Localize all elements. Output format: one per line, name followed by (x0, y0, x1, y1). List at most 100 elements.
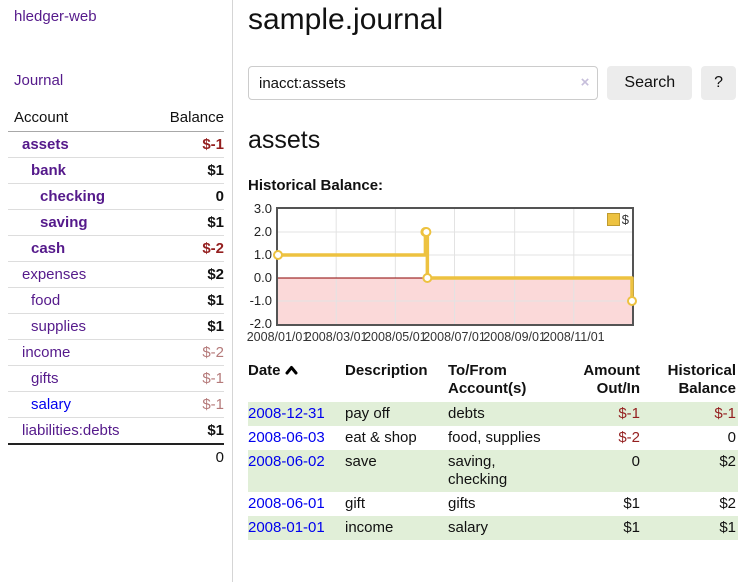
account-link-checking[interactable]: checking (40, 188, 106, 205)
sidebar-item-journal[interactable]: Journal (14, 72, 64, 89)
account-row: expenses $2 (8, 262, 224, 288)
clear-search-icon[interactable]: × (580, 74, 590, 91)
account-link-bank[interactable]: bank (31, 162, 67, 179)
sort-ascending-icon (285, 366, 298, 375)
accounts-total-row: 0 (8, 443, 224, 470)
transaction-date-link[interactable]: 2008-06-01 (248, 495, 325, 512)
transaction-accounts: debts (448, 405, 485, 422)
chart-plot[interactable]: $ (273, 207, 637, 326)
accounts-table: Account Balance assets $-1 bank $1 checking 0… (8, 105, 224, 470)
account-balance: $-2 (202, 344, 224, 361)
transaction-amount: $-1 (618, 405, 640, 422)
transaction-amount: $1 (623, 495, 640, 512)
account-row: salary $-1 (8, 392, 224, 418)
account-row: income $-2 (8, 340, 224, 366)
transaction-date-link[interactable]: 2008-06-02 (248, 453, 325, 470)
register-row: 2008-06-03 eat & shop food, supplies $-2 0 (248, 426, 738, 450)
search-button[interactable]: Search (607, 66, 693, 100)
account-heading: assets (248, 126, 321, 154)
account-link-income[interactable]: income (22, 344, 71, 361)
account-link-expenses[interactable]: expenses (22, 266, 87, 283)
register-header-accounts: To/From Account(s) (448, 362, 527, 397)
account-balance: $1 (207, 292, 224, 309)
account-row: checking 0 (8, 184, 224, 210)
account-row: saving $1 (8, 210, 224, 236)
transaction-date-link[interactable]: 2008-12-31 (248, 405, 325, 422)
app-brand-link[interactable]: hledger-web (14, 8, 97, 25)
account-link-supplies[interactable]: supplies (31, 318, 87, 335)
y-axis-tick-label: 0.0 (253, 270, 272, 285)
transaction-date: 2008-01-01 (248, 516, 345, 540)
help-button[interactable]: ? (701, 66, 736, 100)
account-balance: $1 (207, 214, 224, 231)
register-row: 2008-01-01 income salary $1 $1 (248, 516, 738, 540)
transaction-balance: $2 (719, 495, 736, 512)
x-axis-tick-label: 2008/01/01 (246, 330, 310, 344)
transaction-date: 2008-06-03 (248, 426, 345, 450)
chart-canvas (273, 209, 637, 324)
transaction-description: eat & shop (345, 429, 417, 446)
transaction-description: gift (345, 495, 366, 512)
account-row: cash $-2 (8, 236, 224, 262)
transaction-accounts: gifts (448, 495, 476, 512)
search-form: × Search ? (248, 66, 736, 100)
account-link-cash[interactable]: cash (31, 240, 66, 257)
transaction-balance: $2 (719, 453, 736, 470)
y-axis-tick-label: 2.0 (253, 224, 272, 239)
transaction-accounts: food, supplies (448, 429, 541, 446)
transaction-balance: 0 (727, 429, 736, 446)
page-title: sample.journal (248, 3, 444, 36)
transaction-description: pay off (345, 405, 390, 422)
transaction-date: 2008-06-01 (248, 492, 345, 516)
transaction-description: income (345, 519, 394, 536)
account-row: gifts $-1 (8, 366, 224, 392)
sidebar: hledger-web Journal Account Balance asse… (0, 0, 233, 582)
accounts-header-row: Account Balance (8, 105, 224, 132)
account-link-salary[interactable]: salary (31, 396, 72, 413)
account-link-food[interactable]: food (31, 292, 61, 309)
search-box: × (248, 66, 599, 100)
account-balance: $-1 (202, 396, 224, 413)
account-row: supplies $1 (8, 314, 224, 340)
account-row: assets $-1 (8, 132, 224, 158)
account-balance: $-1 (202, 370, 224, 387)
search-input[interactable] (248, 66, 599, 100)
register-table: Date Description To/From Account(s) Amou… (248, 359, 738, 540)
x-axis-tick-label: 2008/05/01 (364, 330, 427, 344)
register-header-date[interactable]: Date (248, 359, 345, 402)
x-axis-tick-label: 2008/03/01 (304, 330, 368, 344)
account-link-assets[interactable]: assets (22, 136, 69, 153)
account-link-gifts[interactable]: gifts (31, 370, 59, 387)
legend-label: $ (621, 212, 629, 227)
main-content: sample.journal × Search ? assets Histori… (233, 0, 742, 582)
transaction-amount: $1 (623, 519, 640, 536)
account-row: liabilities:debts $1 (8, 418, 224, 444)
y-axis-tick-label: -2.0 (249, 316, 272, 331)
chart-heading: Historical Balance: (248, 177, 384, 194)
y-axis-tick-label: 3.0 (253, 201, 272, 216)
transaction-amount: 0 (631, 453, 640, 470)
transaction-date-link[interactable]: 2008-01-01 (248, 519, 325, 536)
transaction-balance: $-1 (714, 405, 736, 422)
register-row: 2008-06-01 gift gifts $1 $2 (248, 492, 738, 516)
account-balance: $1 (207, 422, 224, 439)
register-header-balance: Historical Balance (667, 362, 736, 397)
account-link-saving[interactable]: saving (40, 214, 88, 231)
account-balance: 0 (215, 188, 224, 205)
transaction-date: 2008-12-31 (248, 402, 345, 426)
transaction-date-link[interactable]: 2008-06-03 (248, 429, 325, 446)
register-tbody: 2008-12-31 pay off debts $-1 $-1 2008-06-03 ea… (248, 402, 738, 540)
y-axis-tick-label: 1.0 (253, 247, 272, 262)
historical-balance-chart: $ 3.0 2.0 1.0 0.0 -1.0 -2.0 2008/01/01 2008/03/… (246, 201, 736, 347)
transaction-accounts: saving, checking (448, 453, 508, 488)
account-link-liabilities-debts[interactable]: liabilities:debts (22, 422, 120, 439)
legend-swatch (606, 213, 620, 226)
transaction-accounts: salary (448, 519, 489, 536)
account-row: bank $1 (8, 158, 224, 184)
account-balance: $-2 (202, 240, 224, 257)
register-row: 2008-06-02 save saving, checking 0 $2 (248, 450, 738, 492)
account-balance: $1 (207, 162, 224, 179)
accounts-header-balance: Balance (153, 105, 224, 132)
accounts-total-balance: 0 (153, 443, 224, 470)
x-axis-tick-label: 2008/07/01 (423, 330, 486, 344)
